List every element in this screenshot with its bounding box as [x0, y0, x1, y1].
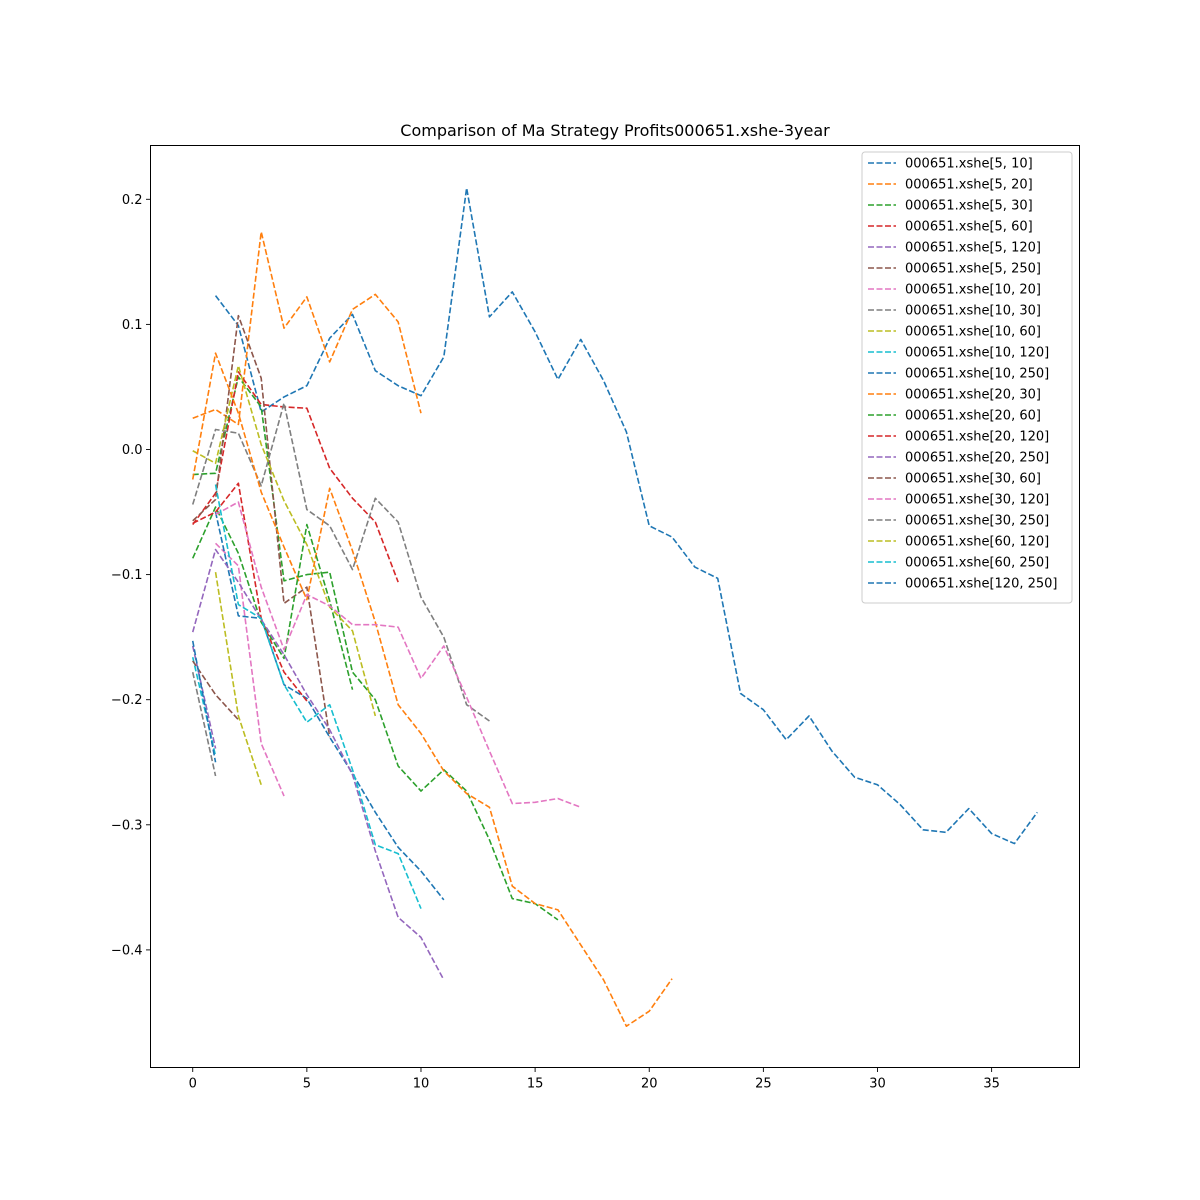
- legend-box: [861, 151, 1073, 604]
- x-tick-label: 0: [189, 1077, 197, 1092]
- legend-entry-20: 000651.xshe[120, 250]: [905, 577, 1058, 592]
- legend-entry-8: 000651.xshe[10, 60]: [905, 325, 1041, 340]
- legend-entry-7: 000651.xshe[10, 30]: [905, 304, 1041, 319]
- legend-entry-17: 000651.xshe[30, 250]: [905, 514, 1049, 529]
- y-axis: −0.4 −0.3 −0.2 −0.1 0.0 0.1 0.2: [111, 193, 151, 958]
- legend-entry-6: 000651.xshe[10, 20]: [905, 283, 1041, 298]
- legend-entry-10: 000651.xshe[10, 250]: [905, 367, 1049, 382]
- series-line-15: [192, 660, 239, 721]
- series-line-1: [192, 231, 422, 426]
- legend-entry-2: 000651.xshe[5, 30]: [905, 199, 1033, 214]
- series-line-16: [215, 501, 582, 809]
- series-line-7: [191, 402, 490, 722]
- y-tick-label: −0.1: [111, 568, 143, 583]
- x-tick-label: 25: [755, 1077, 772, 1092]
- series-line-13: [192, 482, 308, 702]
- series-line-6: [214, 542, 285, 797]
- series-line-17: [191, 672, 217, 777]
- y-tick-label: 0.0: [122, 443, 143, 458]
- legend-entry-14: 000651.xshe[20, 250]: [905, 451, 1049, 466]
- legend-entry-3: 000651.xshe[5, 60]: [905, 220, 1033, 235]
- series-line-2: [192, 376, 559, 921]
- x-tick-label: 5: [303, 1077, 311, 1092]
- legend-entry-12: 000651.xshe[20, 60]: [905, 409, 1041, 424]
- x-tick-label: 10: [413, 1077, 430, 1092]
- legend-entry-18: 000651.xshe[60, 120]: [905, 535, 1049, 550]
- y-tick-label: 0.1: [122, 318, 143, 333]
- y-tick-label: −0.4: [111, 943, 143, 958]
- legend-entry-16: 000651.xshe[30, 120]: [905, 493, 1049, 508]
- legend-entry-15: 000651.xshe[30, 60]: [905, 472, 1041, 487]
- series-line-12: [191, 506, 354, 690]
- series-line-8: [192, 364, 377, 717]
- legend-entry-11: 000651.xshe[20, 30]: [905, 388, 1041, 403]
- x-tick-label: 35: [983, 1077, 1000, 1092]
- series-line-5: [192, 314, 331, 738]
- series-line-19: [214, 484, 422, 909]
- series-line-14: [191, 548, 445, 981]
- legend-entry-1: 000651.xshe[5, 20]: [905, 178, 1033, 193]
- y-tick-label: −0.3: [111, 818, 143, 833]
- series-line-0: [214, 187, 1038, 845]
- x-axis: 0 5 10 15 20 25 30 35: [189, 1067, 1000, 1092]
- x-tick-label: 15: [527, 1077, 544, 1092]
- series-line-20: [191, 640, 217, 763]
- y-tick-label: −0.2: [111, 693, 143, 708]
- legend-entry-13: 000651.xshe[20, 120]: [905, 430, 1049, 445]
- x-tick-label: 20: [641, 1077, 658, 1092]
- legend: 000651.xshe[5, 10] 000651.xshe[5, 20] 0006…: [861, 151, 1073, 604]
- plot-frame: [150, 145, 1080, 1068]
- legend-entry-0: 000651.xshe[5, 10]: [905, 157, 1033, 172]
- chart-title: Comparison of Ma Strategy Profits000651.…: [400, 121, 830, 140]
- legend-entry-9: 000651.xshe[10, 120]: [905, 346, 1049, 361]
- legend-entry-4: 000651.xshe[5, 120]: [905, 241, 1041, 256]
- x-tick-label: 30: [869, 1077, 886, 1092]
- series-line-11: [191, 352, 673, 1028]
- legend-entry-5: 000651.xshe[5, 250]: [905, 262, 1041, 277]
- legend-entry-19: 000651.xshe[60, 250]: [905, 556, 1049, 571]
- y-tick-label: 0.2: [122, 193, 143, 208]
- series-line-18: [214, 571, 262, 786]
- series-line-10: [214, 511, 445, 901]
- series-line-3: [192, 371, 399, 583]
- series-layer: [191, 187, 1038, 1028]
